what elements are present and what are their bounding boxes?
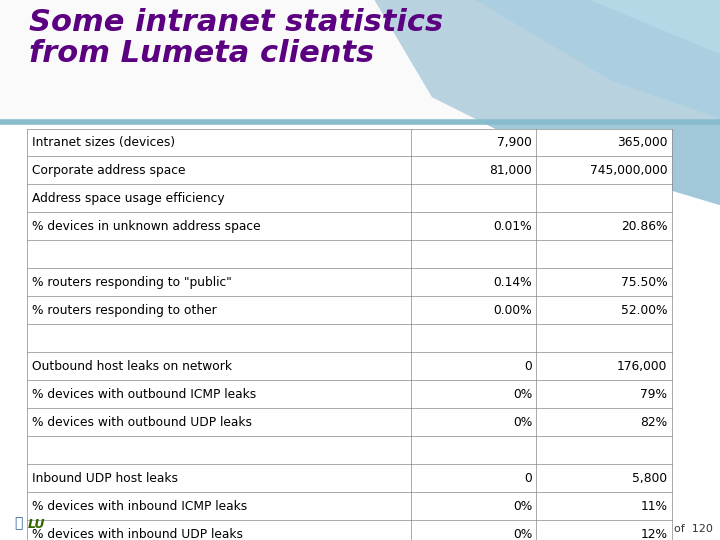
Text: % routers responding to other: % routers responding to other <box>32 304 217 317</box>
Text: Some intranet statistics
from Lumeta clients: Some intranet statistics from Lumeta cli… <box>29 8 443 69</box>
Text: Inbound UDP host leaks: Inbound UDP host leaks <box>32 471 179 485</box>
Text: 0%: 0% <box>513 388 532 401</box>
Text: 7,900: 7,900 <box>498 136 532 149</box>
Text: 12%: 12% <box>641 528 667 540</box>
Text: % devices with outbound UDP leaks: % devices with outbound UDP leaks <box>32 416 253 429</box>
FancyBboxPatch shape <box>0 0 720 122</box>
Polygon shape <box>374 0 720 205</box>
Text: 0.01%: 0.01% <box>493 220 532 233</box>
Text: % routers responding to "public": % routers responding to "public" <box>32 276 232 289</box>
FancyBboxPatch shape <box>27 129 672 540</box>
Text: % devices in unknown address space: % devices in unknown address space <box>32 220 261 233</box>
Polygon shape <box>590 0 720 54</box>
Text: 0.14%: 0.14% <box>493 276 532 289</box>
Text: LU: LU <box>27 518 45 531</box>
Text: % devices with outbound ICMP leaks: % devices with outbound ICMP leaks <box>32 388 256 401</box>
Text: % devices with inbound UDP leaks: % devices with inbound UDP leaks <box>32 528 243 540</box>
Text: 79%: 79% <box>641 388 667 401</box>
Text: 0: 0 <box>524 471 532 485</box>
Text: 75.50%: 75.50% <box>621 276 667 289</box>
Text: 20.86%: 20.86% <box>621 220 667 233</box>
Text: 0%: 0% <box>513 416 532 429</box>
Text: Address space usage efficiency: Address space usage efficiency <box>32 192 225 205</box>
Text: 745,000,000: 745,000,000 <box>590 164 667 177</box>
Text: % devices with inbound ICMP leaks: % devices with inbound ICMP leaks <box>32 500 248 512</box>
Text: Intranet sizes (devices): Intranet sizes (devices) <box>32 136 176 149</box>
Text: 5,800: 5,800 <box>632 471 667 485</box>
Text: 52.00%: 52.00% <box>621 304 667 317</box>
Text: 0%: 0% <box>513 528 532 540</box>
Text: 82%: 82% <box>640 416 667 429</box>
Text: 365,000: 365,000 <box>617 136 667 149</box>
Text: 0%: 0% <box>513 500 532 512</box>
Text: 0: 0 <box>524 360 532 373</box>
Text: Corporate address space: Corporate address space <box>32 164 186 177</box>
Text: 🄻: 🄻 <box>14 516 23 530</box>
Text: 81,000: 81,000 <box>490 164 532 177</box>
Text: of  120: of 120 <box>674 523 713 534</box>
Text: 11%: 11% <box>641 500 667 512</box>
Text: Outbound host leaks on network: Outbound host leaks on network <box>32 360 233 373</box>
Text: 0.00%: 0.00% <box>493 304 532 317</box>
Text: 176,000: 176,000 <box>617 360 667 373</box>
Polygon shape <box>475 0 720 119</box>
